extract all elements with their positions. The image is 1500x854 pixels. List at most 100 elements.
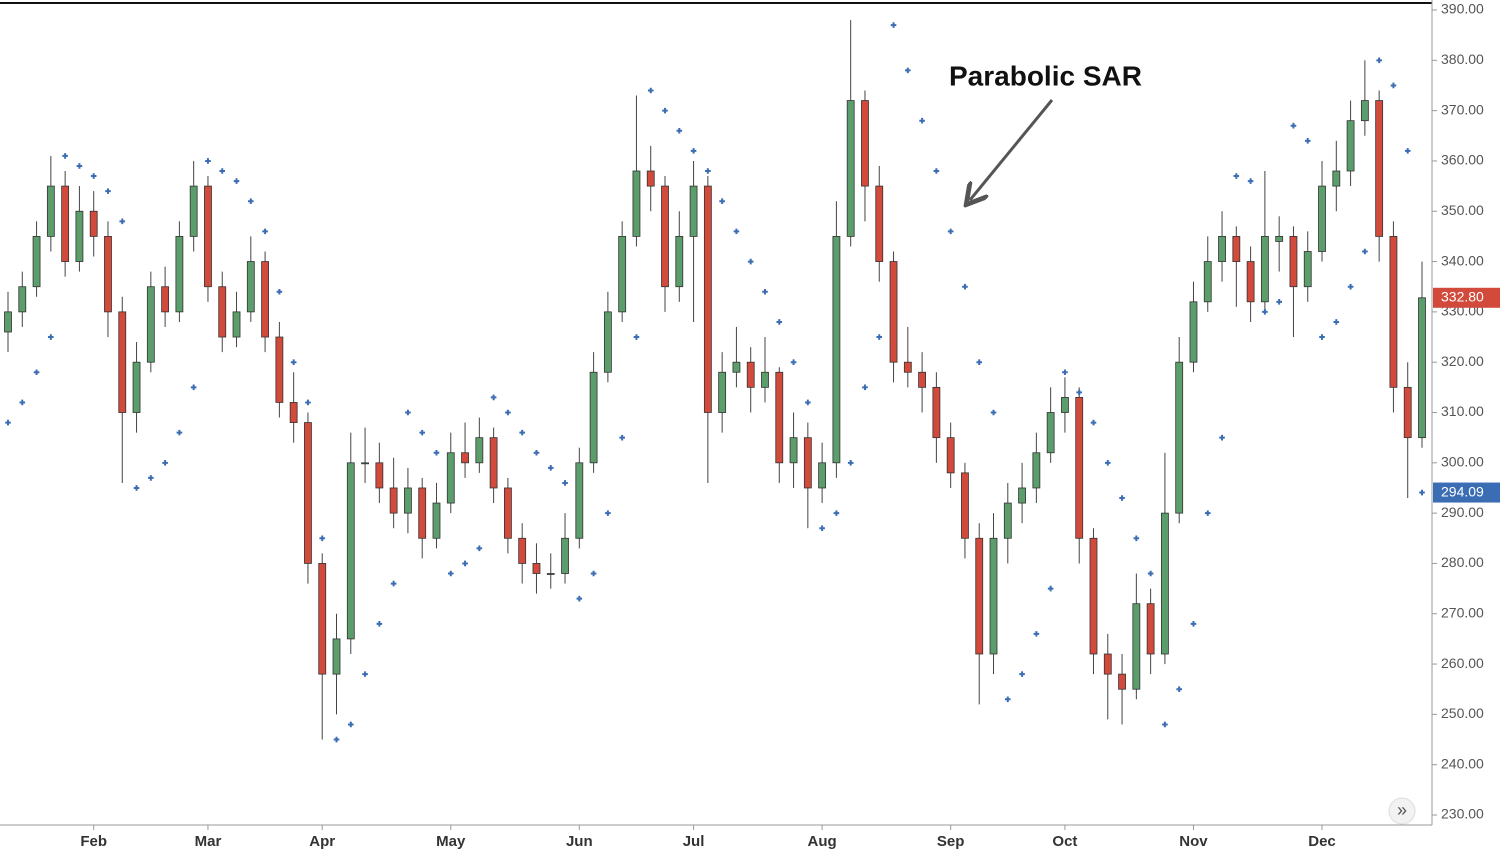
- sar-dot: [362, 671, 368, 677]
- sar-dot: [1190, 621, 1197, 627]
- candle-body: [361, 462, 369, 465]
- sar-dot: [676, 127, 683, 134]
- sar-dot: [847, 460, 854, 466]
- price-label: 294.09: [1441, 483, 1484, 499]
- x-tick-label: Dec: [1308, 833, 1336, 850]
- candle-body: [1346, 120, 1355, 172]
- scroll-button-icon[interactable]: »: [1397, 800, 1407, 820]
- candle-body: [1418, 297, 1426, 439]
- sar-dot: [1319, 334, 1325, 340]
- candle-body: [903, 361, 912, 373]
- y-tick-label: 340.00: [1441, 252, 1484, 268]
- candle-body: [1218, 236, 1226, 262]
- y-tick-label: 280.00: [1441, 554, 1484, 570]
- scroll-button[interactable]: [1388, 797, 1416, 825]
- sar-dot: [105, 188, 111, 194]
- sar-dot: [276, 288, 283, 295]
- candle-body: [475, 437, 484, 464]
- annotation-arrow: [970, 99, 1054, 200]
- sar-dot: [1276, 299, 1282, 305]
- sar-dot: [947, 228, 954, 235]
- candle-body: [861, 100, 869, 187]
- sar-dot: [647, 87, 654, 94]
- sar-dot: [1290, 122, 1297, 129]
- candle-body: [603, 311, 612, 373]
- y-tick-label: 370.00: [1441, 101, 1484, 117]
- candle-body: [1046, 412, 1055, 454]
- sar-dot: [347, 721, 354, 728]
- candle-body: [32, 236, 41, 288]
- candle-body: [389, 487, 398, 514]
- candle-body: [661, 185, 669, 288]
- sar-dot: [162, 460, 168, 466]
- sar-dot: [205, 158, 211, 164]
- candle-body: [1289, 236, 1298, 288]
- sar-dot: [419, 429, 426, 436]
- candle-body: [1075, 397, 1084, 539]
- sar-dot: [619, 434, 625, 441]
- candle-body: [675, 236, 684, 288]
- candle-body: [146, 286, 155, 363]
- x-tick-label: Jul: [683, 833, 705, 850]
- y-tick-label: 290.00: [1441, 504, 1484, 520]
- candle-body: [1132, 603, 1141, 690]
- candle-body: [232, 311, 241, 338]
- x-tick-label: Sep: [937, 833, 965, 850]
- sar-dot: [990, 409, 997, 416]
- candle-body: [261, 261, 269, 338]
- sar-dot: [719, 198, 725, 204]
- sar-dot: [1204, 510, 1211, 516]
- candle-body: [275, 336, 284, 403]
- sar-dot: [119, 218, 126, 225]
- sar-dot: [190, 384, 197, 391]
- sar-dot: [1047, 585, 1054, 592]
- candle-body: [346, 462, 355, 640]
- sar-dot: [33, 369, 40, 376]
- sar-dot: [1219, 434, 1225, 441]
- sar-dot: [733, 228, 740, 235]
- candle-body: [1360, 100, 1369, 122]
- candle-body: [932, 386, 941, 439]
- sar-dot: [447, 570, 454, 577]
- sar-dot: [1347, 283, 1354, 290]
- sar-dot: [233, 178, 240, 184]
- sar-dot: [90, 173, 97, 179]
- candle-body: [989, 537, 998, 655]
- candle-body: [1018, 487, 1026, 504]
- y-tick-label: 380.00: [1441, 51, 1484, 67]
- candle-body: [132, 361, 141, 413]
- candle-body: [175, 236, 184, 313]
- sar-dot: [376, 621, 383, 627]
- sar-dot: [976, 359, 983, 365]
- sar-dot: [805, 399, 811, 406]
- sar-dot: [1233, 173, 1240, 179]
- candle-body: [618, 236, 627, 313]
- candle-body: [875, 185, 884, 262]
- sar-dot: [290, 359, 297, 365]
- sar-dot: [333, 736, 340, 743]
- candle-body: [75, 210, 84, 262]
- sar-dot: [790, 359, 797, 365]
- sar-dot: [1162, 721, 1168, 728]
- candle-body: [818, 462, 827, 489]
- sar-dot: [262, 228, 268, 235]
- sar-dot: [5, 419, 11, 426]
- sar-dot: [933, 168, 940, 174]
- candle-body: [503, 487, 512, 539]
- sar-dot: [1262, 309, 1268, 315]
- price-label: 332.80: [1441, 288, 1484, 304]
- candle-body: [546, 573, 555, 575]
- x-tick-label: Aug: [808, 833, 837, 850]
- x-tick-label: Apr: [309, 833, 335, 850]
- candle-body: [832, 236, 841, 464]
- candle-body: [1089, 537, 1098, 655]
- y-tick-label: 360.00: [1441, 152, 1484, 168]
- candle-body: [1232, 236, 1241, 262]
- candle-body: [1403, 386, 1412, 439]
- candle-body: [1332, 170, 1341, 187]
- candle-body: [304, 422, 312, 564]
- candle-body: [1389, 236, 1398, 388]
